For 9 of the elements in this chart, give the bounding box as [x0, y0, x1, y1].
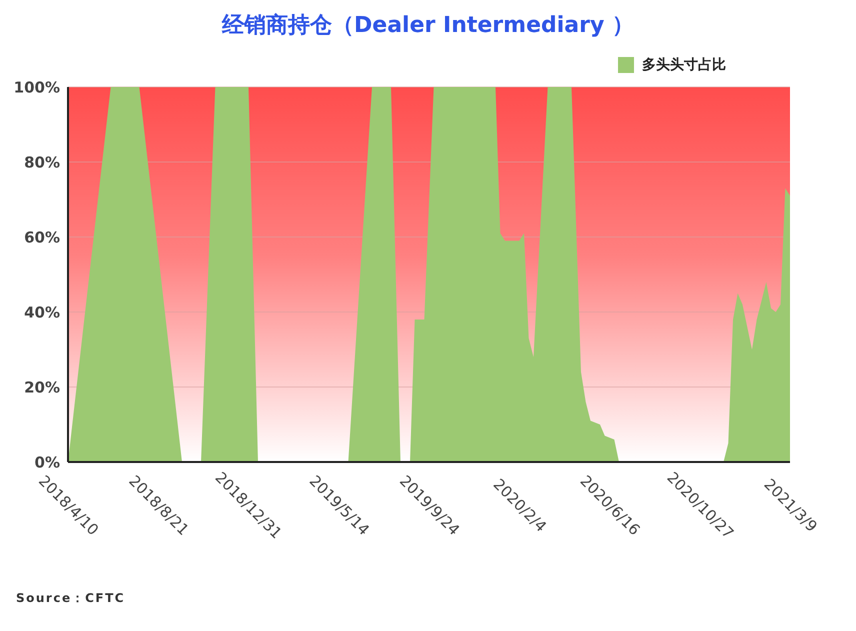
- y-tick-label: 40%: [24, 303, 60, 322]
- chart-title: 经销商持仓（Dealer Intermediary ）: [220, 12, 635, 40]
- legend-label: 多头头寸占比: [642, 56, 726, 74]
- y-tick-label: 20%: [24, 378, 60, 396]
- y-tick-label: 0%: [34, 453, 60, 472]
- y-tick-label: 100%: [14, 78, 60, 96]
- source-note: Source：CFTC: [16, 590, 126, 607]
- y-tick-label: 60%: [24, 228, 60, 246]
- y-tick-label: 80%: [24, 153, 60, 172]
